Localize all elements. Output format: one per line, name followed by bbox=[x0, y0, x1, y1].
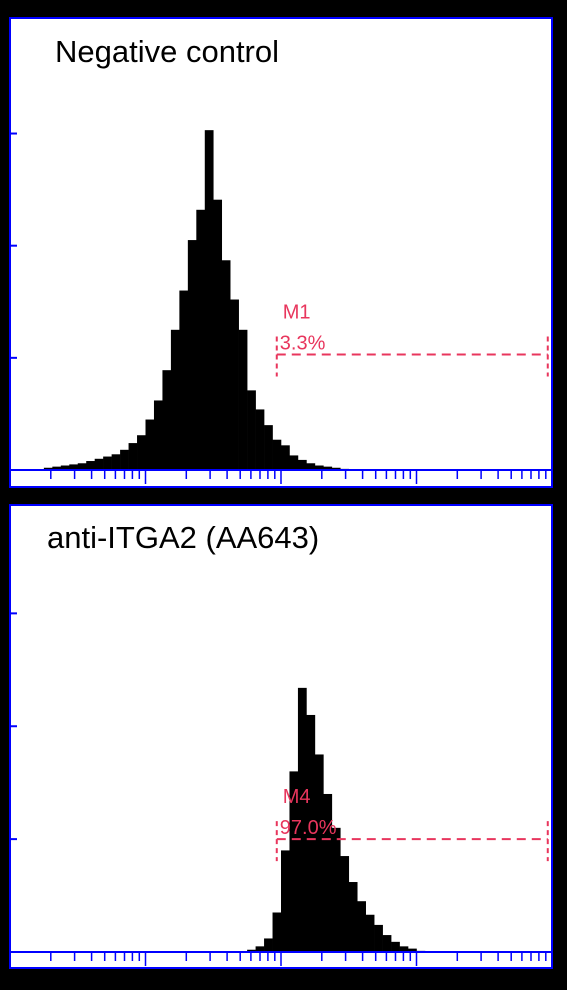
bar bbox=[103, 456, 112, 470]
bar bbox=[281, 445, 290, 470]
bar bbox=[382, 935, 392, 952]
bar bbox=[247, 390, 256, 470]
marker-percent: 3.3% bbox=[280, 332, 326, 354]
marker-percent: 97.0% bbox=[280, 817, 337, 839]
bar bbox=[77, 463, 87, 470]
bar bbox=[306, 714, 316, 952]
bar bbox=[323, 466, 333, 470]
bar bbox=[357, 901, 366, 952]
bar bbox=[314, 465, 324, 470]
bar bbox=[391, 941, 400, 952]
marker-name: M1 bbox=[283, 301, 311, 323]
bar bbox=[264, 425, 273, 470]
bar bbox=[331, 827, 341, 952]
bar bbox=[213, 199, 223, 470]
bar bbox=[137, 435, 146, 470]
bar bbox=[162, 370, 172, 470]
bar bbox=[111, 454, 121, 470]
bar bbox=[204, 130, 214, 470]
bar bbox=[340, 856, 350, 952]
bar bbox=[247, 949, 256, 952]
bar bbox=[128, 443, 138, 470]
bar bbox=[153, 400, 163, 470]
bar bbox=[196, 209, 206, 470]
bar bbox=[60, 465, 70, 470]
bar bbox=[255, 946, 265, 952]
bar bbox=[323, 793, 333, 952]
bar bbox=[179, 290, 189, 470]
bar bbox=[145, 419, 155, 470]
bar bbox=[255, 409, 265, 470]
x-minor-ticks bbox=[9, 470, 547, 484]
bar bbox=[86, 461, 95, 470]
bar bbox=[230, 299, 239, 470]
bar bbox=[289, 771, 299, 952]
bar bbox=[272, 439, 282, 470]
panel-title: anti-ITGA2 (AA643) bbox=[47, 520, 319, 555]
bar bbox=[281, 850, 290, 952]
bar bbox=[94, 458, 104, 470]
bar bbox=[120, 449, 129, 470]
bar bbox=[348, 882, 358, 952]
bar bbox=[408, 948, 417, 952]
bar bbox=[374, 924, 383, 952]
bar bbox=[297, 687, 307, 952]
bar bbox=[272, 912, 282, 952]
bar bbox=[221, 260, 231, 470]
bar bbox=[297, 459, 307, 470]
panel bbox=[9, 17, 553, 488]
bar bbox=[264, 938, 273, 952]
bar bbox=[238, 329, 248, 470]
bar bbox=[365, 914, 375, 952]
bar bbox=[43, 467, 53, 470]
bar bbox=[69, 464, 79, 470]
bar bbox=[314, 754, 324, 952]
bar bbox=[289, 455, 299, 470]
x-minor-ticks bbox=[9, 952, 547, 966]
panel-title: Negative control bbox=[55, 34, 279, 69]
bar bbox=[399, 946, 409, 952]
bar bbox=[306, 463, 316, 470]
bar bbox=[187, 240, 197, 470]
marker-name: M4 bbox=[283, 786, 311, 808]
bar bbox=[331, 467, 341, 470]
bar bbox=[170, 329, 180, 470]
bar bbox=[52, 466, 62, 470]
